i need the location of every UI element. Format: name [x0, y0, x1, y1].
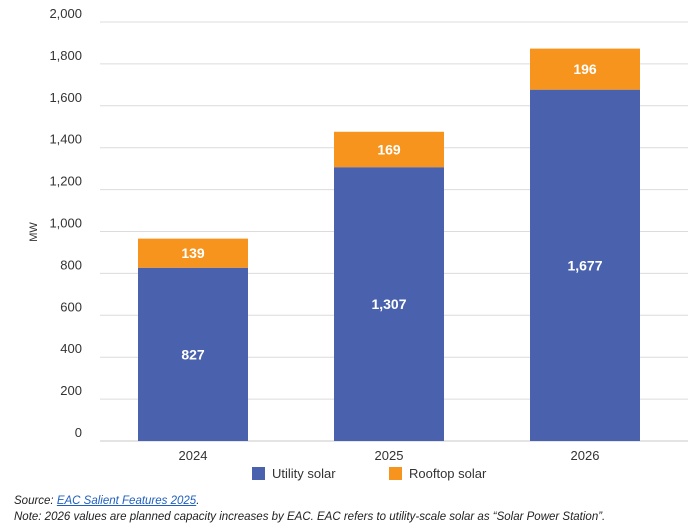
legend-label-rooftop-solar: Rooftop solar: [409, 466, 487, 481]
x-tick-label: 2024: [179, 448, 208, 463]
source-caption: Source: EAC Salient Features 2025.: [14, 495, 199, 507]
y-tick-label: 1,800: [49, 48, 82, 63]
y-tick-label: 800: [60, 257, 82, 272]
bar-utility-solar: [334, 167, 444, 441]
y-axis-label: MW: [28, 222, 40, 242]
x-axis-ticks: 2024 2025 2026: [179, 448, 600, 463]
bar-utility-solar: [530, 89, 640, 441]
x-tick-label: 2025: [375, 448, 404, 463]
bar-rooftop-solar: [530, 48, 640, 90]
y-tick-label: 200: [60, 383, 82, 398]
y-axis-ticks: 0 200 400 600 800 1,000 1,200 1,400 1,600 1,800 2,…: [49, 6, 82, 440]
y-tick-label: 1,200: [49, 174, 82, 189]
bar-utility-solar: [138, 267, 248, 441]
y-tick-label: 1,600: [49, 90, 82, 105]
y-tick-label: 1,000: [49, 216, 82, 231]
data-label-utility-solar: 1,677: [567, 257, 602, 273]
legend-label-utility-solar: Utility solar: [272, 466, 336, 481]
bar-rooftop-solar: [334, 131, 444, 168]
data-label-rooftop-solar: 139: [181, 245, 205, 261]
legend-swatch-utility-solar: [252, 467, 265, 480]
data-label-rooftop-solar: 196: [573, 61, 597, 77]
y-tick-label: 400: [60, 341, 82, 356]
legend: Utility solar Rooftop solar: [252, 466, 487, 481]
note-caption: Note: 2026 values are planned capacity i…: [14, 511, 606, 523]
data-label-rooftop-solar: 169: [377, 141, 401, 157]
source-suffix: .: [196, 495, 200, 507]
y-tick-label: 600: [60, 299, 82, 314]
bars: 827 139 1,307 169 1,677 196: [138, 48, 640, 441]
x-tick-label: 2026: [571, 448, 600, 463]
y-tick-label: 1,400: [49, 132, 82, 147]
y-tick-label: 0: [75, 425, 82, 440]
data-label-utility-solar: 1,307: [371, 296, 406, 312]
y-tick-label: 2,000: [49, 6, 82, 21]
legend-swatch-rooftop-solar: [389, 467, 402, 480]
source-prefix: Source:: [14, 495, 57, 507]
source-link[interactable]: EAC Salient Features 2025: [56, 495, 197, 507]
bar-rooftop-solar: [138, 238, 248, 268]
stacked-bar-chart: 0 200 400 600 800 1,000 1,200 1,400 1,600 1,800 2,…: [28, 6, 688, 481]
data-label-utility-solar: 827: [181, 346, 205, 362]
